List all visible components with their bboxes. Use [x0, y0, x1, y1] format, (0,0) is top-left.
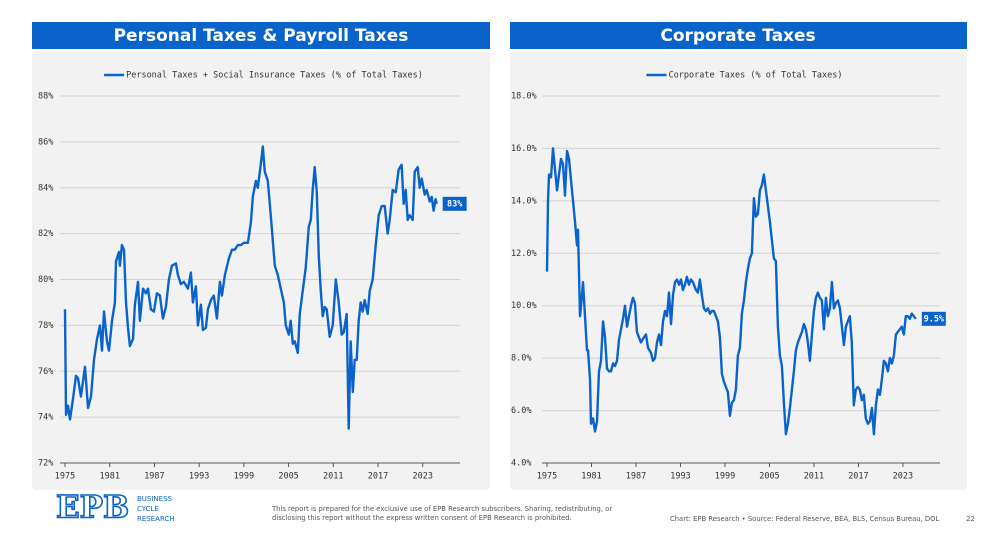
- x-tick-label: 1987: [144, 472, 164, 482]
- end-label-box: [921, 311, 946, 326]
- y-tick-label: 78%: [38, 321, 53, 331]
- x-tick-label: 1975: [55, 472, 75, 482]
- end-label-box: [442, 196, 467, 211]
- brand: BUSINESS: [137, 495, 173, 503]
- y-tick-label: 84%: [38, 183, 53, 193]
- x-tick-label: 1993: [670, 472, 690, 482]
- brand: RESEARCH: [137, 515, 175, 523]
- legend-label: Corporate Taxes (% of Total Taxes): [669, 71, 843, 81]
- data-line: [545, 147, 917, 436]
- end-label: 9.5%: [924, 314, 945, 324]
- x-tick-label: 1993: [189, 472, 209, 482]
- y-tick-label: 4.0%: [511, 459, 531, 469]
- header-bar: [32, 22, 490, 49]
- x-tick-label: 2023: [893, 472, 913, 482]
- y-tick-label: 88%: [38, 92, 53, 102]
- x-tick-label: 1981: [581, 472, 601, 482]
- header-bar: [510, 22, 967, 49]
- y-tick-label: 8.0%: [511, 354, 531, 364]
- y-tick-label: 72%: [38, 459, 53, 469]
- disclaimer: This report is prepared for the exclusiv…: [271, 505, 612, 513]
- legend-label: Personal Taxes + Social Insurance Taxes …: [126, 71, 423, 81]
- x-tick-label: 2023: [412, 472, 432, 482]
- x-tick-label: 2017: [848, 472, 868, 482]
- chart-title: Personal Taxes & Payroll Taxes: [114, 26, 409, 46]
- y-tick-label: 76%: [38, 367, 53, 377]
- brand: CYCLE: [137, 505, 159, 513]
- y-tick-label: 10.0%: [511, 301, 537, 311]
- x-tick-label: 2011: [804, 472, 824, 482]
- x-tick-label: 2017: [368, 472, 388, 482]
- x-tick-label: 1981: [99, 472, 119, 482]
- y-tick-label: 74%: [38, 413, 53, 423]
- page-number: 22: [966, 515, 975, 523]
- x-tick-label: 2005: [759, 472, 779, 482]
- y-tick-label: 16.0%: [511, 144, 537, 154]
- chart-title: Corporate Taxes: [660, 26, 815, 46]
- x-tick-label: 2005: [278, 472, 298, 482]
- y-tick-label: 86%: [38, 137, 53, 147]
- y-tick-label: 6.0%: [511, 406, 531, 416]
- end-label: 83%: [447, 199, 463, 209]
- x-tick-label: 2011: [323, 472, 343, 482]
- y-tick-label: 80%: [38, 275, 53, 285]
- y-tick-label: 18.0%: [511, 92, 537, 102]
- x-tick-label: 1999: [234, 472, 254, 482]
- disclaimer: disclosing this report without the expre…: [272, 514, 572, 522]
- y-tick-label: 12.0%: [511, 249, 537, 259]
- y-tick-label: 82%: [38, 229, 53, 239]
- data-line: [63, 145, 438, 430]
- x-tick-label: 1999: [715, 472, 735, 482]
- x-tick-label: 1975: [537, 472, 557, 482]
- x-tick-label: 1987: [626, 472, 646, 482]
- logo: EPB: [56, 490, 129, 526]
- y-tick-label: 14.0%: [511, 196, 537, 206]
- panel: [32, 52, 490, 490]
- source: Chart: EPB Research • Source: Federal Re…: [670, 515, 939, 523]
